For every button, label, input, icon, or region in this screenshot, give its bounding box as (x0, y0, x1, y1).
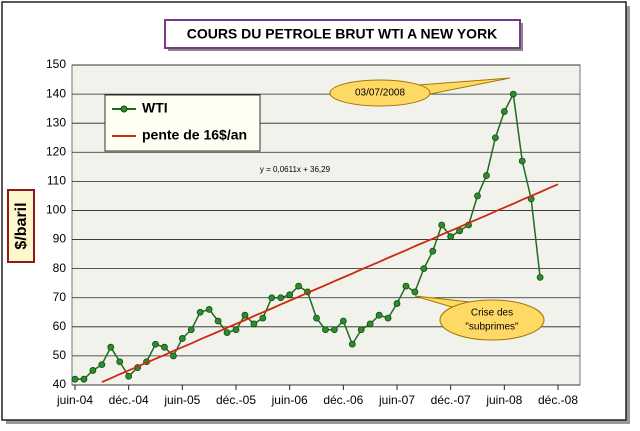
y-tick-label: 150 (46, 57, 66, 71)
callout-text: Crise des (471, 308, 513, 319)
data-point (393, 300, 401, 307)
data-point (500, 108, 508, 115)
data-point (161, 343, 168, 351)
data-point (241, 311, 249, 319)
data-point (250, 320, 258, 328)
data-point (295, 282, 303, 290)
data-point (438, 221, 446, 229)
equation: y = 0,0611x + 36,29 (260, 165, 331, 174)
data-point (491, 134, 499, 142)
title-box (164, 19, 521, 49)
data-point (286, 291, 294, 299)
data-point (402, 282, 410, 290)
x-tick-label: juin-04 (56, 393, 93, 407)
y-tick-label: 100 (46, 203, 66, 217)
data-point (152, 340, 159, 348)
y-label-box (7, 189, 35, 263)
data-point (536, 273, 544, 281)
data-point (196, 308, 204, 316)
y-tick-label: 40 (53, 377, 67, 391)
data-point (277, 294, 285, 302)
y-tick-label: 120 (46, 144, 66, 158)
legend-marker (120, 105, 128, 113)
callout-text: 03/07/2008 (355, 88, 405, 99)
data-point (322, 326, 329, 334)
data-point (509, 90, 517, 98)
y-tick-label: 70 (53, 290, 67, 304)
data-point (518, 157, 526, 165)
callout (329, 79, 431, 107)
data-point (429, 247, 437, 255)
data-point (375, 311, 383, 319)
data-point (259, 314, 267, 322)
x-tick-label: déc.-06 (323, 393, 363, 407)
y-tick-label: 110 (47, 174, 66, 188)
data-point (357, 326, 365, 334)
x-tick-label: juin-08 (485, 393, 522, 407)
data-point (80, 375, 88, 383)
x-tick-label: déc.-07 (431, 393, 471, 407)
x-tick-label: juin-05 (163, 393, 200, 407)
data-point (214, 317, 222, 325)
x-tick-label: juin-07 (378, 393, 415, 407)
data-point (384, 314, 392, 322)
y-tick-label: 50 (53, 348, 67, 362)
data-point (411, 288, 419, 296)
y-axis-label: $/baril (13, 202, 30, 249)
x-tick-label: déc.-05 (216, 393, 256, 407)
data-point (125, 372, 133, 380)
data-point (178, 335, 186, 342)
data-point (339, 317, 347, 325)
x-tick-label: déc.-04 (109, 393, 149, 407)
data-point (330, 326, 338, 334)
legend-box (104, 94, 261, 152)
data-point (474, 192, 481, 200)
callout (439, 299, 545, 341)
data-point (483, 172, 490, 179)
callout-text: "subprimes" (465, 322, 519, 333)
data-point (205, 305, 213, 313)
y-tick-label: 60 (53, 319, 67, 333)
data-point (98, 361, 106, 369)
data-point (116, 358, 124, 366)
x-tick-label: juin-06 (271, 393, 308, 407)
y-tick-label: 90 (53, 232, 67, 246)
y-tick-label: 140 (46, 86, 66, 100)
data-point (420, 265, 428, 273)
x-tick-label: déc.-08 (538, 393, 578, 407)
data-point (366, 320, 374, 328)
data-point (71, 375, 79, 383)
data-point (348, 340, 356, 348)
chart-title: COURS DU PETROLE BRUT WTI A NEW YORK (187, 26, 498, 42)
y-tick-label: 80 (53, 261, 67, 275)
data-point (447, 233, 455, 241)
series-line (101, 183, 559, 383)
data-point (169, 352, 177, 360)
data-point (232, 326, 240, 334)
data-point (313, 314, 320, 322)
data-point (223, 329, 231, 337)
legend-label: WTI (142, 100, 168, 116)
data-point (89, 367, 97, 374)
data-point (268, 294, 276, 302)
legend-label: pente de 16$/an (142, 127, 247, 143)
data-point (107, 343, 115, 351)
data-point (187, 326, 195, 334)
y-tick-label: 130 (46, 115, 66, 129)
